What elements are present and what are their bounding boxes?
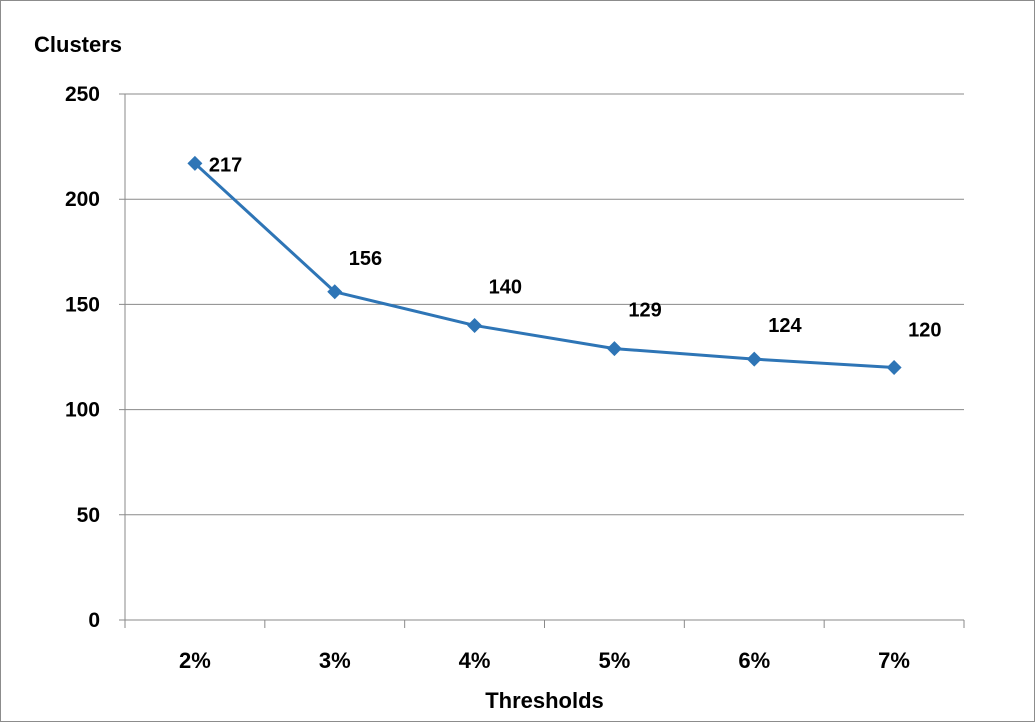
data-point-marker [187,155,203,171]
y-tick-label: 200 [65,188,100,211]
data-point-marker [327,284,343,300]
axes [119,94,965,628]
x-tick-labels: 2% 3% 4% 5% 6% 7% [179,648,910,673]
series-line [193,162,895,370]
data-label: 120 [908,320,941,342]
y-tick-label: 250 [65,83,100,106]
data-label: 217 [209,154,242,176]
data-label: 140 [489,276,522,298]
y-tick-label: 100 [65,399,100,422]
y-tick-label: 0 [88,609,100,632]
y-tick-labels: 0 50 100 150 200 250 [65,83,100,632]
x-axis-title: Thresholds [485,688,604,713]
x-tick-label: 6% [738,648,770,673]
gridlines [119,93,964,516]
data-point-marker [467,317,483,333]
data-point-marker [606,341,622,357]
x-tick-label: 2% [179,648,211,673]
data-point-marker [886,360,902,376]
x-tick-label: 7% [878,648,910,673]
y-tick-label: 150 [65,293,100,316]
x-tick-label: 4% [459,648,491,673]
series-group [187,155,902,376]
data-label: 129 [628,300,661,322]
data-point-marker [746,351,762,367]
x-tick-label: 3% [319,648,351,673]
y-tick-label: 50 [77,504,100,527]
x-tick-label: 5% [599,648,631,673]
data-labels: 217 156 140 129 124 120 [209,154,942,341]
y-axis-title: Clusters [34,32,122,57]
data-label: 124 [768,315,802,337]
data-label: 156 [349,248,382,270]
